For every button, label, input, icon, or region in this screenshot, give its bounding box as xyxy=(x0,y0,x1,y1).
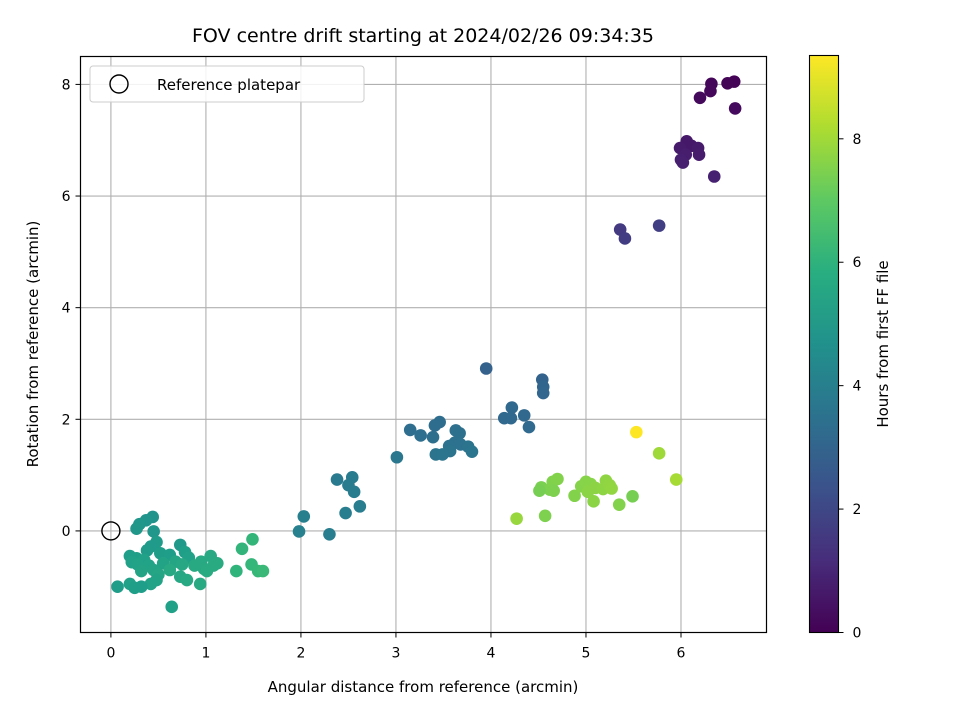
data-point xyxy=(618,232,632,245)
data-point xyxy=(330,473,344,486)
data-point xyxy=(246,532,259,546)
data-point xyxy=(235,542,249,556)
data-point xyxy=(652,447,666,460)
data-point xyxy=(510,512,523,525)
data-point xyxy=(347,485,361,499)
data-point xyxy=(693,91,707,105)
colorbar-tick-label: 8 xyxy=(853,132,862,148)
data-point xyxy=(256,564,270,578)
data-point xyxy=(728,102,742,115)
colorbar: 0 2 4 6 8 Hours from first FF file xyxy=(808,54,892,642)
x-tick-label: 6 xyxy=(677,646,686,662)
data-point xyxy=(551,472,564,486)
data-point xyxy=(147,525,160,538)
data-point xyxy=(505,401,519,414)
data-point xyxy=(297,510,311,523)
data-point xyxy=(612,498,626,511)
data-point xyxy=(180,573,194,587)
colorbar-tick-label: 0 xyxy=(853,626,862,642)
data-point xyxy=(626,490,639,503)
data-point xyxy=(188,559,201,572)
data-point xyxy=(135,564,148,578)
x-tick-label: 1 xyxy=(201,646,210,662)
colorbar-tick-label: 4 xyxy=(853,379,862,395)
data-point xyxy=(292,525,306,538)
data-point xyxy=(436,448,449,461)
data-point xyxy=(230,564,243,578)
data-point xyxy=(426,430,440,444)
data-point xyxy=(211,556,224,570)
data-point xyxy=(707,170,721,183)
plot-frame xyxy=(79,55,768,634)
colorbar-gradient xyxy=(808,54,840,634)
data-point xyxy=(200,564,214,578)
data-point xyxy=(669,473,683,486)
data-point xyxy=(721,76,734,90)
legend-marker xyxy=(109,74,129,94)
data-point xyxy=(428,419,442,432)
data-point xyxy=(538,509,552,523)
data-point xyxy=(630,425,643,439)
data-point xyxy=(692,148,706,162)
legend-box xyxy=(89,65,365,103)
data-point xyxy=(135,580,148,594)
x-tick-label: 3 xyxy=(391,646,400,662)
x-tick-label: 2 xyxy=(296,646,305,662)
y-tick-label: 4 xyxy=(62,301,71,317)
data-point xyxy=(339,506,352,520)
data-point xyxy=(504,411,518,425)
data-point xyxy=(130,522,143,535)
data-point xyxy=(605,482,618,495)
y-tick-label: 2 xyxy=(62,412,71,428)
data-point xyxy=(533,484,546,498)
data-point xyxy=(652,219,666,232)
data-point xyxy=(414,429,427,442)
data-point xyxy=(547,484,560,498)
y-axis-ticks: 0 2 4 6 8 xyxy=(62,77,81,540)
y-tick-label: 8 xyxy=(62,77,71,93)
x-axis-ticks: 0 1 2 3 4 5 6 xyxy=(106,632,686,662)
data-point xyxy=(587,495,600,508)
data-point xyxy=(522,420,536,434)
data-point xyxy=(676,156,690,169)
y-tick-label: 0 xyxy=(62,524,71,540)
chart-title: FOV centre drift starting at 2024/02/26 … xyxy=(192,25,654,47)
x-tick-label: 4 xyxy=(486,646,495,662)
colorbar-tick-label: 6 xyxy=(853,255,862,271)
x-tick-label: 0 xyxy=(106,646,115,662)
data-point xyxy=(517,409,531,422)
y-tick-label: 6 xyxy=(62,189,71,205)
data-point xyxy=(390,450,404,464)
data-point xyxy=(154,546,167,560)
data-point xyxy=(140,544,154,557)
data-point xyxy=(144,577,158,591)
data-point xyxy=(465,445,479,458)
data-point xyxy=(453,426,466,440)
data-point xyxy=(479,362,493,375)
data-point xyxy=(193,577,207,591)
data-point xyxy=(568,489,581,503)
data-point xyxy=(323,527,336,541)
data-point xyxy=(704,84,717,98)
legend: Reference platepar xyxy=(89,65,365,103)
colorbar-label: Hours from first FF file xyxy=(874,260,892,427)
colorbar-ticks: 0 2 4 6 8 xyxy=(838,132,862,642)
data-point xyxy=(111,580,124,594)
colorbar-tick-label: 2 xyxy=(853,502,862,518)
data-point xyxy=(403,423,417,437)
data-point xyxy=(163,563,177,577)
data-point xyxy=(353,500,367,513)
data-point xyxy=(536,386,550,400)
data-points xyxy=(111,75,742,614)
y-axis-label: Rotation from reference (arcmin) xyxy=(24,221,42,468)
x-tick-label: 5 xyxy=(582,646,591,662)
reference-point-marker xyxy=(101,521,121,541)
legend-label: Reference platepar xyxy=(157,76,301,94)
x-axis-label: Angular distance from reference (arcmin) xyxy=(268,678,579,696)
data-point xyxy=(165,600,179,614)
data-point xyxy=(175,558,189,571)
